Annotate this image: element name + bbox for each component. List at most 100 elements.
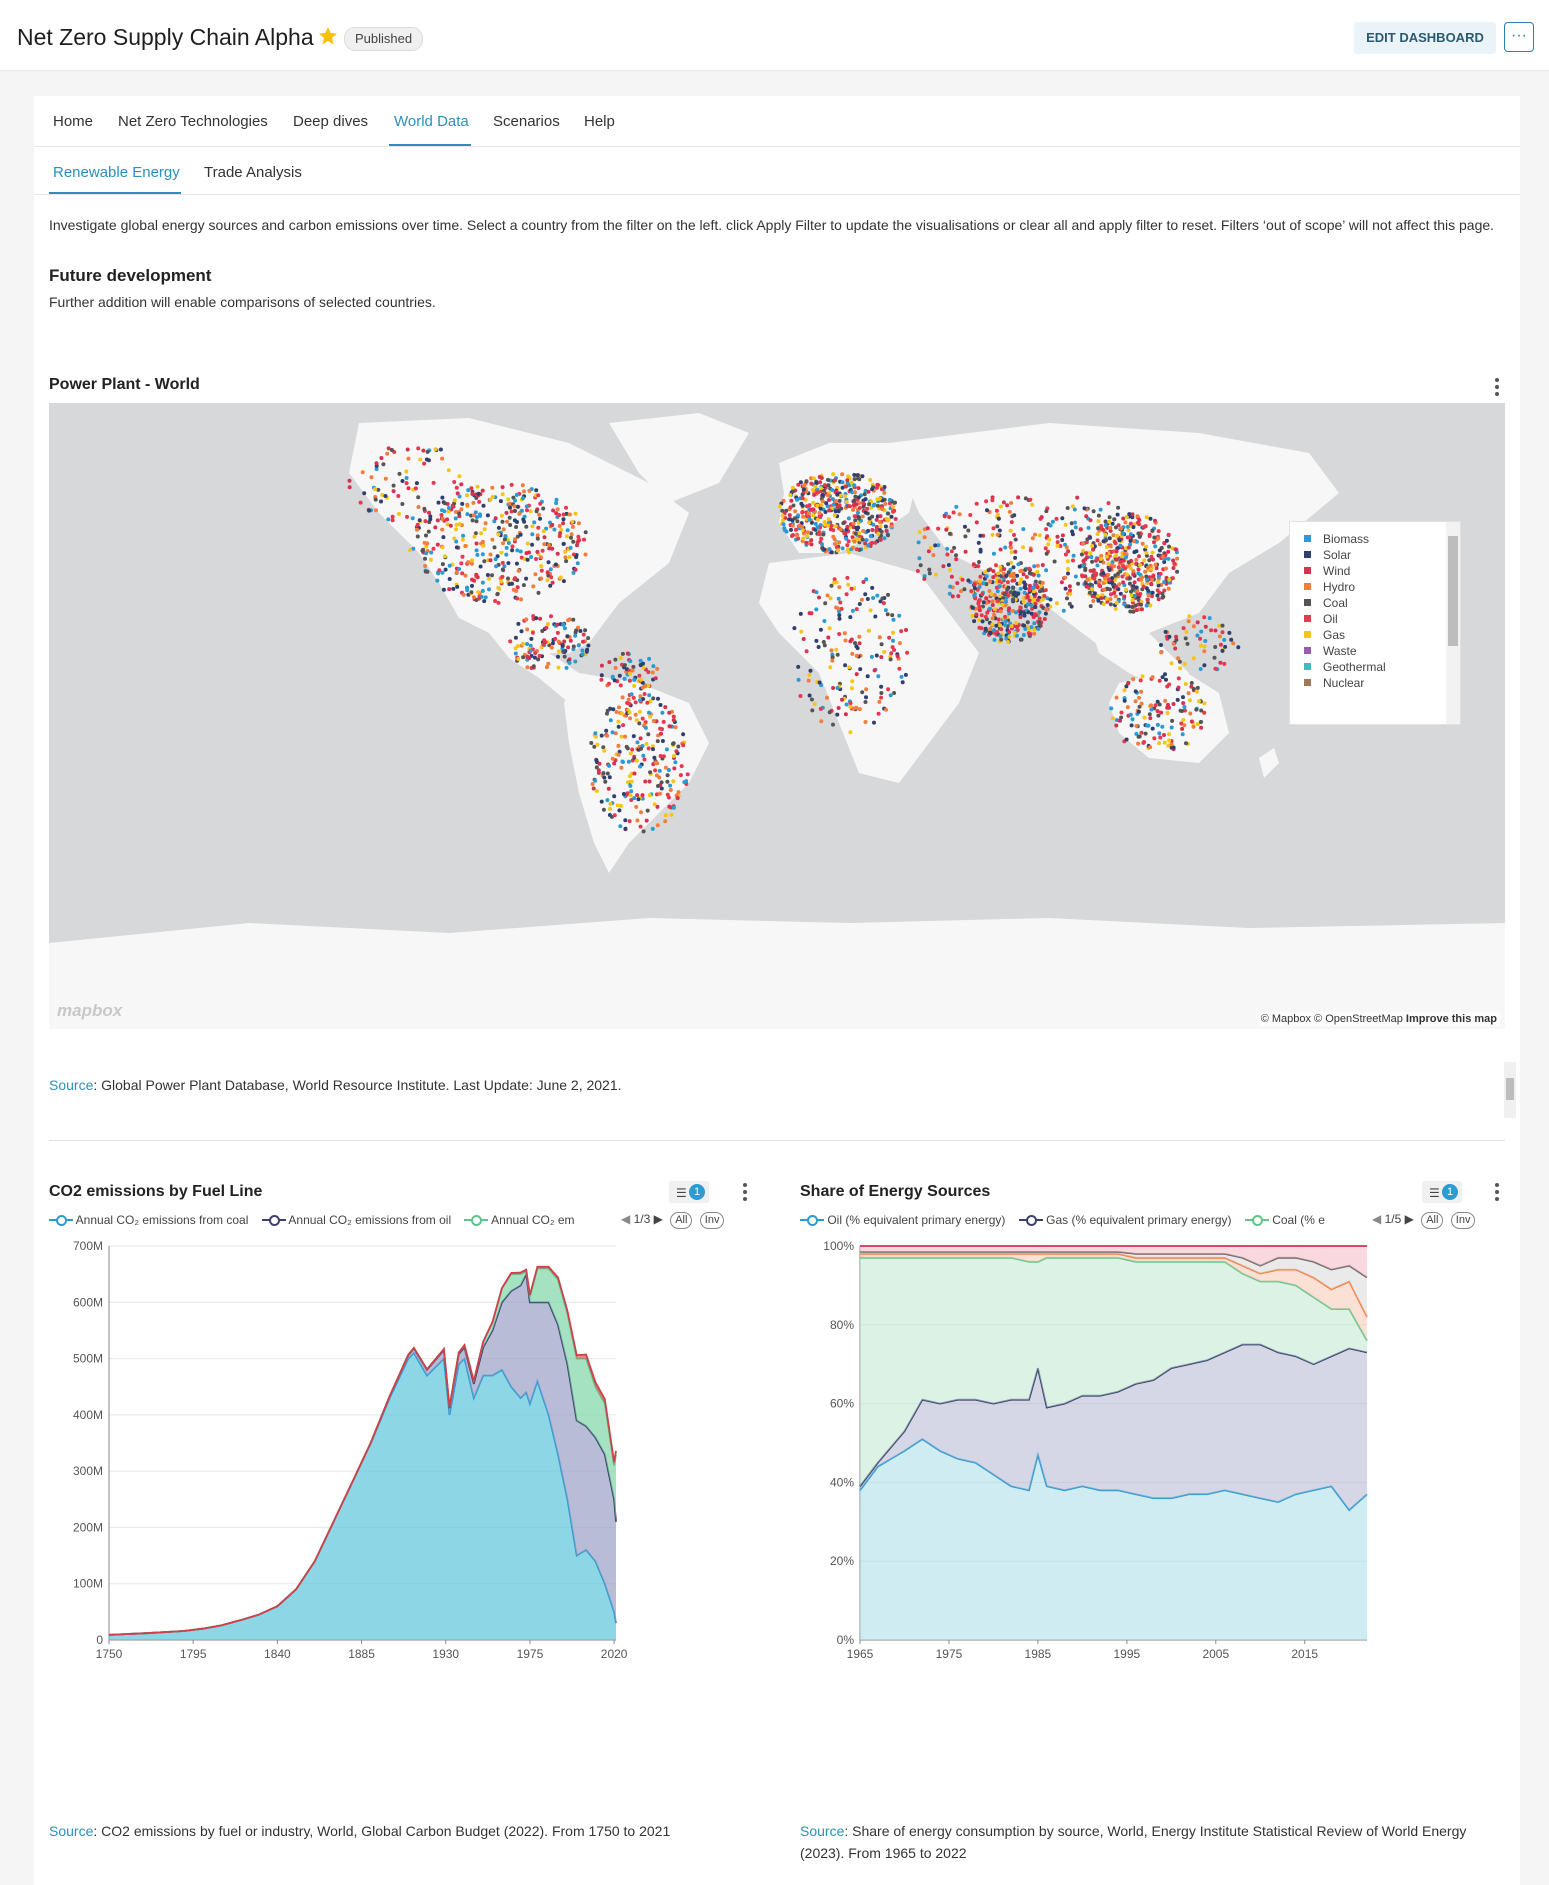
plant-marker[interactable] [834,545,839,550]
plant-marker[interactable] [931,553,936,558]
plant-marker[interactable] [550,580,555,585]
plant-marker[interactable] [1130,605,1135,609]
plant-marker[interactable] [457,474,462,479]
plant-marker[interactable] [839,606,844,611]
plant-marker[interactable] [625,780,630,785]
plant-marker[interactable] [1084,584,1089,589]
plant-marker[interactable] [893,500,897,505]
plant-marker[interactable] [949,549,954,554]
plant-marker[interactable] [977,598,982,603]
plant-marker[interactable] [666,768,671,772]
plant-marker[interactable] [863,700,868,704]
plant-marker[interactable] [827,498,831,502]
plant-marker[interactable] [593,731,598,736]
plant-marker[interactable] [1188,711,1193,716]
plant-marker[interactable] [633,712,638,717]
plant-marker[interactable] [1183,708,1187,713]
plant-marker[interactable] [454,510,459,514]
plant-marker[interactable] [514,525,519,529]
plant-marker[interactable] [1147,558,1152,563]
plant-marker[interactable] [1032,589,1037,594]
plant-marker[interactable] [1066,567,1070,571]
plant-marker[interactable] [998,623,1003,628]
plant-marker[interactable] [1048,523,1053,528]
plant-marker[interactable] [1164,566,1168,571]
plant-marker[interactable] [844,500,849,504]
plant-marker[interactable] [1177,659,1182,664]
series-area[interactable] [860,1257,1367,1487]
plant-marker[interactable] [575,561,580,566]
series-area[interactable] [860,1246,1367,1278]
plant-marker[interactable] [1134,585,1139,590]
plant-marker[interactable] [1146,565,1150,570]
plant-marker[interactable] [436,500,441,505]
plant-marker[interactable] [1007,509,1012,514]
plant-marker[interactable] [1139,602,1143,607]
plant-marker[interactable] [537,512,542,517]
plant-marker[interactable] [562,654,567,659]
plant-marker[interactable] [617,673,622,678]
plant-marker[interactable] [1023,586,1028,591]
plant-marker[interactable] [459,561,464,566]
plant-marker[interactable] [1065,506,1070,510]
plant-marker[interactable] [1121,516,1126,521]
plant-marker[interactable] [536,493,541,498]
plant-marker[interactable] [535,549,540,554]
plant-marker[interactable] [1155,580,1160,585]
plant-marker[interactable] [997,584,1002,589]
plant-marker[interactable] [941,564,946,569]
plant-marker[interactable] [1141,584,1146,589]
plant-marker[interactable] [800,492,805,497]
subtab-trade-analysis[interactable]: Trade Analysis [204,164,302,181]
plant-marker[interactable] [1125,572,1130,577]
plant-marker[interactable] [519,555,524,560]
plant-marker[interactable] [826,520,831,525]
plant-marker[interactable] [651,664,656,669]
plant-marker[interactable] [515,520,519,524]
plant-marker[interactable] [459,507,464,512]
pager-next-icon[interactable]: ▶ [653,1212,663,1226]
plant-marker[interactable] [835,492,840,497]
plant-marker[interactable] [519,508,524,513]
plant-marker[interactable] [831,686,836,690]
plant-marker[interactable] [1114,557,1119,562]
plant-marker[interactable] [1004,599,1008,604]
plant-marker[interactable] [628,716,633,721]
plant-marker[interactable] [1107,515,1112,520]
plant-marker[interactable] [825,695,829,700]
plant-marker[interactable] [1137,534,1142,539]
plant-marker[interactable] [431,480,436,485]
plant-marker[interactable] [576,643,581,648]
plant-marker[interactable] [607,763,612,768]
plant-marker[interactable] [672,766,677,771]
plant-marker[interactable] [521,655,526,660]
plant-marker[interactable] [490,495,495,499]
plant-marker[interactable] [856,495,861,500]
plant-marker[interactable] [850,545,855,550]
plant-marker[interactable] [866,628,871,633]
plant-marker[interactable] [792,516,797,521]
plant-marker[interactable] [1150,528,1155,533]
plant-marker[interactable] [1153,562,1158,567]
plant-marker[interactable] [647,779,652,784]
plant-marker[interactable] [422,540,427,545]
plant-marker[interactable] [438,447,443,452]
plant-marker[interactable] [885,612,890,617]
plant-marker[interactable] [1054,516,1059,521]
plant-marker[interactable] [818,627,823,632]
plant-marker[interactable] [620,695,625,700]
plant-marker[interactable] [817,514,822,519]
plant-marker[interactable] [480,552,485,557]
plant-marker[interactable] [1112,591,1117,595]
plant-marker[interactable] [891,617,896,622]
plant-marker[interactable] [1227,630,1232,635]
plant-marker[interactable] [596,770,601,775]
plant-marker[interactable] [1019,637,1024,642]
map-menu-icon[interactable] [1494,378,1500,398]
plant-marker[interactable] [1128,566,1133,571]
plant-marker[interactable] [1166,532,1171,537]
plant-marker[interactable] [1031,597,1036,602]
plant-marker[interactable] [429,550,434,555]
plant-marker[interactable] [1145,577,1149,582]
plant-marker[interactable] [1033,605,1038,610]
